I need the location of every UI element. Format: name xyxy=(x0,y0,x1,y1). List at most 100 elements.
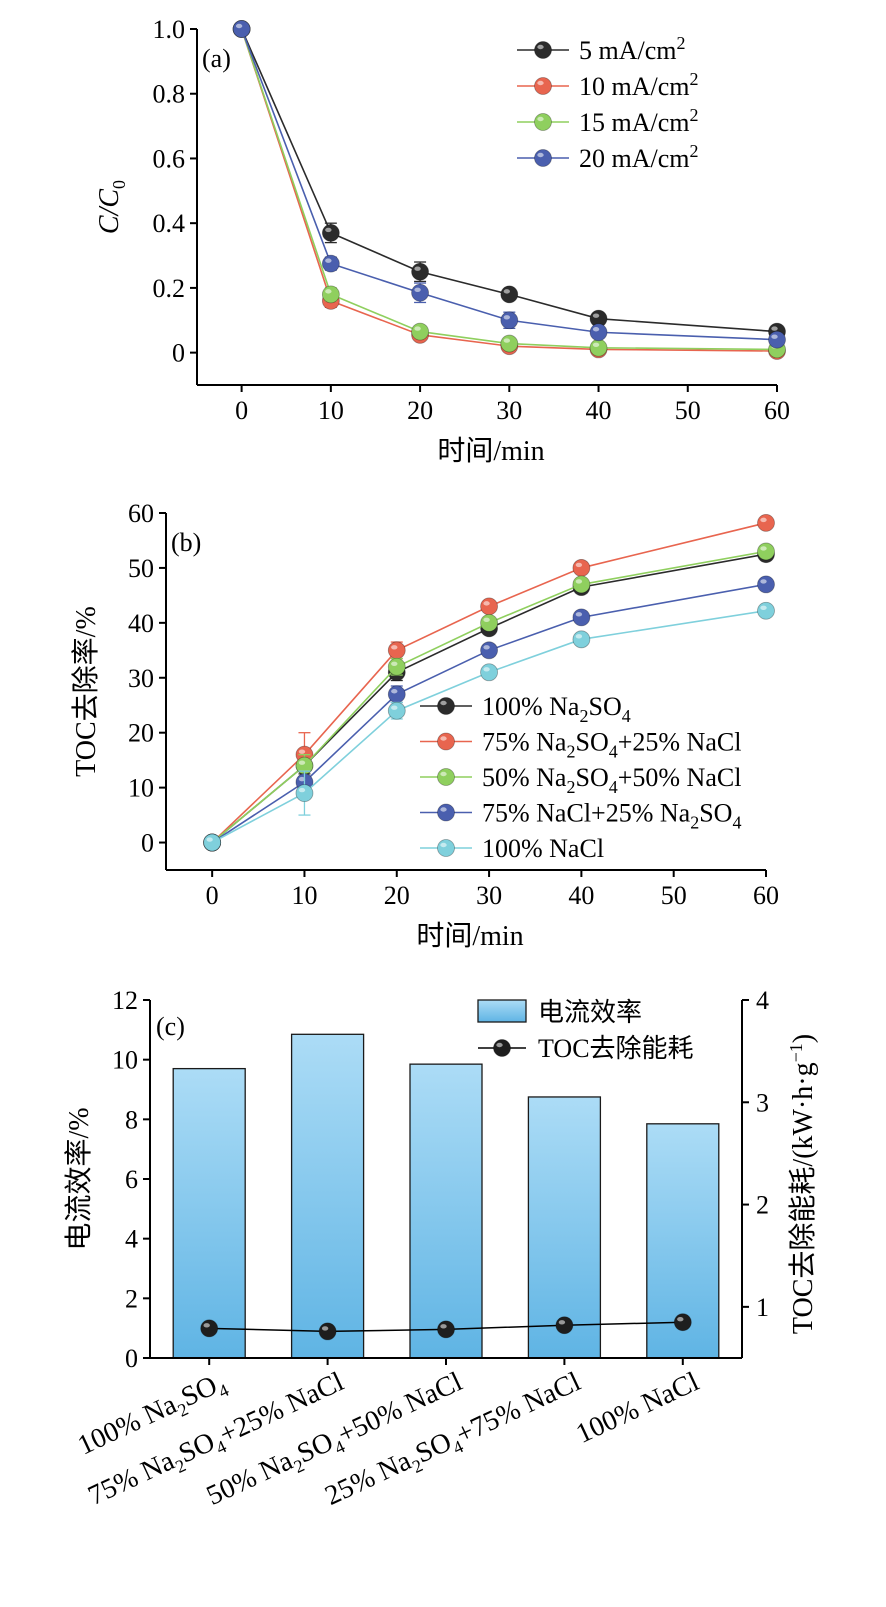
legend-label-part: 15 mA/cm xyxy=(579,108,690,137)
x-tick-label: 0 xyxy=(235,396,248,425)
data-point-body xyxy=(318,1322,337,1341)
y2-axis-label-part: TOC去除能耗/(kW·h·g xyxy=(787,1062,819,1334)
data-point xyxy=(480,613,498,632)
data-point xyxy=(387,641,406,660)
data-point xyxy=(321,223,340,242)
data-point-shine xyxy=(760,517,767,523)
data-point-shine xyxy=(391,705,398,710)
data-point-body xyxy=(321,254,340,273)
y-tick-label: 50 xyxy=(128,554,154,583)
legend-label: 75% Na2SO4+25% NaCl xyxy=(482,728,741,762)
data-point xyxy=(480,641,498,660)
legend-label-part: SO xyxy=(699,799,732,828)
y-axis-label: C/C0 xyxy=(94,180,129,234)
x-tick-label: 50 xyxy=(661,881,687,910)
x-category-label: 100% NaCl xyxy=(572,1366,704,1450)
legend-label-part: SO xyxy=(575,763,608,792)
series-1 xyxy=(232,20,786,360)
bar xyxy=(172,1067,246,1359)
data-point xyxy=(295,784,314,803)
legend-marker-body xyxy=(534,149,552,167)
data-point-body xyxy=(480,597,498,616)
y-axis-label: 电流效率/% xyxy=(63,1107,95,1250)
x-tick-label: 40 xyxy=(586,396,612,425)
data-point-body xyxy=(572,575,591,594)
data-point-body xyxy=(295,784,314,803)
data-point xyxy=(480,663,498,682)
data-point-body xyxy=(757,575,775,594)
data-point xyxy=(572,559,591,577)
data-point-body xyxy=(411,262,429,281)
legend-label-part: +50% NaCl xyxy=(618,763,742,792)
y-tick-label: 20 xyxy=(128,719,154,748)
legend-marker xyxy=(534,149,552,167)
y-tick-label: 1.0 xyxy=(153,15,186,44)
data-point xyxy=(673,1313,692,1332)
legend-marker-shine xyxy=(537,152,544,158)
series-0 xyxy=(232,20,786,341)
data-point xyxy=(387,657,406,676)
legend-marker-shine xyxy=(440,771,447,777)
data-point xyxy=(589,309,608,328)
data-point xyxy=(321,254,340,273)
legend-label-part: 2 xyxy=(690,141,699,161)
legend-marker-body xyxy=(437,697,455,715)
data-point-body xyxy=(387,641,406,660)
data-point xyxy=(757,575,775,594)
legend-marker-body xyxy=(437,839,455,857)
series-line xyxy=(240,28,778,351)
legend-label: 电流效率 xyxy=(538,998,642,1027)
legend-marker-shine xyxy=(537,116,544,122)
legend-label: 5 mA/cm2 xyxy=(579,33,686,65)
y-tick-label: 30 xyxy=(128,664,154,693)
data-point-shine xyxy=(760,546,767,551)
data-point-shine xyxy=(575,579,583,584)
legend-label: 15 mA/cm2 xyxy=(579,105,699,137)
y-tick-label: 10 xyxy=(128,774,154,803)
y-tick-label: 0.2 xyxy=(153,274,186,303)
x-tick-label: 30 xyxy=(476,881,502,910)
legend-label-part: 4 xyxy=(732,813,741,833)
legend-label-part: 10 mA/cm xyxy=(579,72,690,101)
legend-marker-shine xyxy=(440,842,447,848)
y-tick-label: 0 xyxy=(141,829,154,858)
legend-label: 100% Na2SO4 xyxy=(482,692,631,726)
data-point-body xyxy=(589,338,608,357)
data-point-shine xyxy=(391,661,398,666)
series-2 xyxy=(203,542,775,852)
y-tick-label: 12 xyxy=(112,986,138,1015)
data-point-shine xyxy=(575,612,583,617)
data-point-shine xyxy=(503,315,511,320)
data-point-body xyxy=(387,657,406,676)
legend-marker xyxy=(437,768,455,786)
data-point-shine xyxy=(298,787,306,793)
data-point-shine xyxy=(298,760,306,765)
data-point-shine xyxy=(321,1326,329,1331)
data-point-body xyxy=(387,685,406,704)
series-4 xyxy=(203,601,775,852)
y-tick-label: 40 xyxy=(128,609,154,638)
y-tick-label: 0 xyxy=(172,339,185,368)
legend-item: 5 mA/cm2 xyxy=(517,33,686,65)
data-point-body xyxy=(387,701,406,720)
data-point-shine xyxy=(592,313,600,318)
series-line xyxy=(240,28,778,352)
data-point-body xyxy=(673,1313,692,1332)
legend-item: 20 mA/cm2 xyxy=(517,141,699,173)
y-tick-label: 0.4 xyxy=(153,209,186,238)
data-point-shine xyxy=(771,334,778,339)
data-point-shine xyxy=(414,326,421,331)
legend-item: 100% Na2SO4 xyxy=(420,692,631,726)
series-line xyxy=(211,609,767,844)
data-point xyxy=(757,542,775,561)
legend-swatch xyxy=(477,999,527,1023)
x-tick-label: 60 xyxy=(753,881,779,910)
data-point xyxy=(480,597,498,616)
legend-label-part: 2 xyxy=(690,813,699,833)
data-point-shine xyxy=(206,837,213,842)
legend-marker-shine xyxy=(537,44,544,50)
legend-label-part: 2 xyxy=(566,742,575,762)
data-point-shine xyxy=(414,266,421,271)
y-tick-label: 6 xyxy=(125,1165,138,1194)
